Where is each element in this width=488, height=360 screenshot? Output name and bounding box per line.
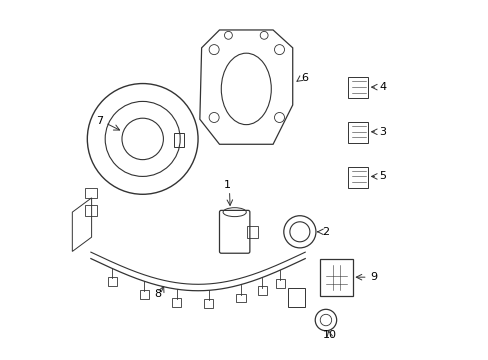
Text: 1: 1 [224, 180, 230, 190]
Text: 10: 10 [322, 330, 336, 340]
Text: 5: 5 [379, 171, 386, 181]
Text: 4: 4 [379, 82, 386, 92]
Text: 9: 9 [369, 272, 377, 282]
Text: 8: 8 [154, 289, 162, 299]
Text: 2: 2 [322, 227, 329, 237]
Text: 7: 7 [96, 116, 103, 126]
Text: 6: 6 [301, 73, 308, 83]
Text: 3: 3 [379, 127, 386, 137]
